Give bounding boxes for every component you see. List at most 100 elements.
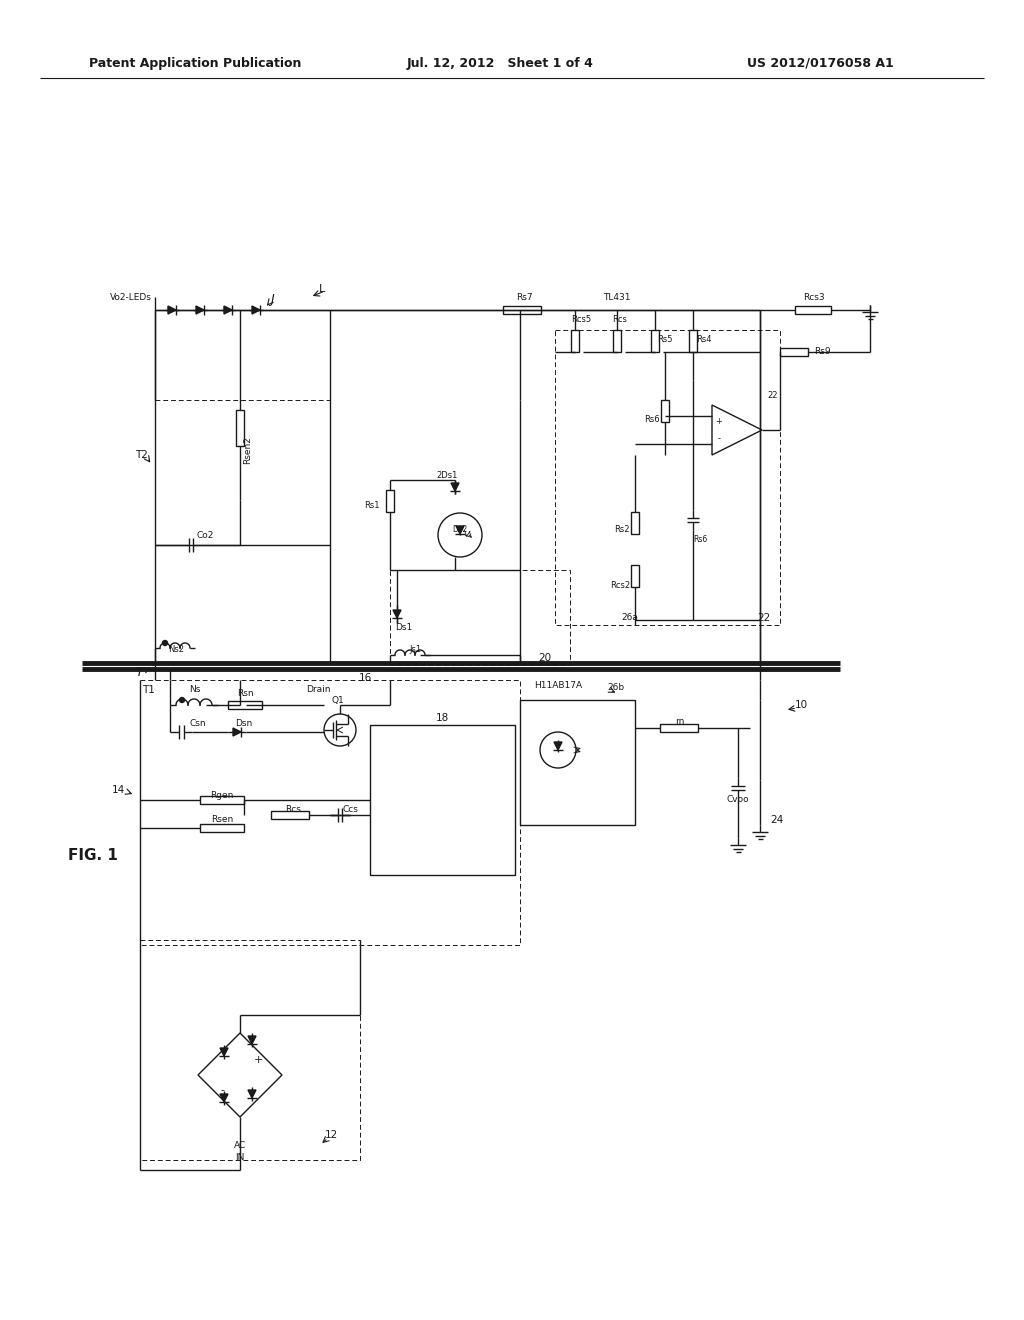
Text: 20: 20 [539,653,552,663]
Text: T2: T2 [135,450,148,459]
Text: Patent Application Publication: Patent Application Publication [89,57,301,70]
Text: 22: 22 [758,612,771,623]
Text: -: - [718,434,721,442]
Polygon shape [248,1090,256,1098]
Polygon shape [451,483,459,491]
Bar [613,330,621,352]
Polygon shape [393,610,401,618]
Polygon shape [554,742,562,750]
Text: IN: IN [236,1152,245,1162]
Text: Ns: Ns [189,685,201,694]
Text: 10: 10 [795,700,808,710]
Text: 18: 18 [435,713,449,723]
Text: Rs2: Rs2 [614,525,630,535]
Text: 14: 14 [112,785,125,795]
Text: Rs4: Rs4 [696,335,712,345]
Bar [662,400,669,422]
Bar [155,400,330,663]
Text: 12: 12 [325,1130,338,1140]
Text: H11AB17A: H11AB17A [534,681,582,690]
Polygon shape [252,306,260,314]
Bar [370,725,515,875]
Text: Rsn: Rsn [237,689,253,698]
Text: Ccs: Ccs [342,805,358,814]
Text: Csn: Csn [189,719,206,729]
Text: AC: AC [233,1140,246,1150]
Text: T1: T1 [142,685,155,696]
Polygon shape [168,306,176,314]
Circle shape [179,697,184,702]
Bar [631,512,639,535]
Text: Jul. 12, 2012   Sheet 1 of 4: Jul. 12, 2012 Sheet 1 of 4 [407,57,594,70]
Text: Rsen: Rsen [211,816,233,825]
Text: 16: 16 [358,673,372,682]
Bar [520,700,635,825]
Polygon shape [220,1048,228,1056]
Polygon shape [224,306,232,314]
Text: Rs1: Rs1 [365,500,380,510]
Bar [390,570,570,665]
Bar [651,330,659,352]
Bar [200,824,244,832]
Polygon shape [220,1094,228,1102]
Polygon shape [233,729,241,737]
Bar [140,680,520,945]
Polygon shape [456,525,464,535]
Bar [155,310,760,663]
Circle shape [163,640,168,645]
Bar [660,723,698,733]
Text: Rgen: Rgen [210,791,233,800]
Text: Cvoo: Cvoo [727,796,750,804]
Text: Rcs: Rcs [285,805,301,814]
Text: Rcs3: Rcs3 [803,293,824,302]
Text: 2Ds1: 2Ds1 [436,470,458,479]
Text: TL431: TL431 [603,293,631,302]
Text: Rs7: Rs7 [516,293,532,302]
Polygon shape [248,1036,256,1044]
Text: Drain: Drain [306,685,331,694]
Text: Rs9: Rs9 [814,347,830,356]
Bar [780,348,808,356]
Text: Rcs: Rcs [612,315,628,325]
Text: US 2012/0176058 A1: US 2012/0176058 A1 [746,57,893,70]
Bar [140,940,360,1160]
Text: Q1: Q1 [332,696,344,705]
Bar [555,330,780,624]
Text: -: - [220,1085,224,1096]
Bar [271,810,309,818]
Text: +: + [716,417,723,426]
Text: 26a: 26a [622,614,638,623]
Text: Rs6: Rs6 [693,536,708,544]
Bar [631,565,639,587]
Text: L: L [318,284,326,294]
Text: Rcs2: Rcs2 [610,581,630,590]
Text: 22: 22 [768,391,778,400]
Bar [571,330,579,352]
Text: Co2: Co2 [197,531,214,540]
Text: Ns2: Ns2 [168,645,184,655]
Bar [503,306,541,314]
Text: 24: 24 [770,814,783,825]
Bar [689,330,697,352]
Text: Rcs5: Rcs5 [571,315,591,325]
Bar [795,306,831,314]
Text: 26b: 26b [607,684,624,693]
Text: rn: rn [675,718,685,726]
Text: Do2: Do2 [453,525,468,535]
Bar [228,701,262,709]
Text: Vo2-LEDs: Vo2-LEDs [111,293,152,301]
Text: Ds1: Ds1 [395,623,413,632]
Text: T: T [135,665,143,678]
Polygon shape [196,306,204,314]
Text: +: + [253,1055,263,1065]
Bar [200,796,244,804]
Text: Rs5: Rs5 [657,335,673,345]
Text: Dsn: Dsn [236,719,253,729]
Bar [236,411,244,446]
Text: J: J [270,293,273,306]
Bar [386,490,394,512]
Text: Rsen2: Rsen2 [244,436,253,463]
Text: Js1: Js1 [409,645,421,655]
Text: Rs6: Rs6 [644,416,660,425]
Text: FIG. 1: FIG. 1 [68,847,118,862]
